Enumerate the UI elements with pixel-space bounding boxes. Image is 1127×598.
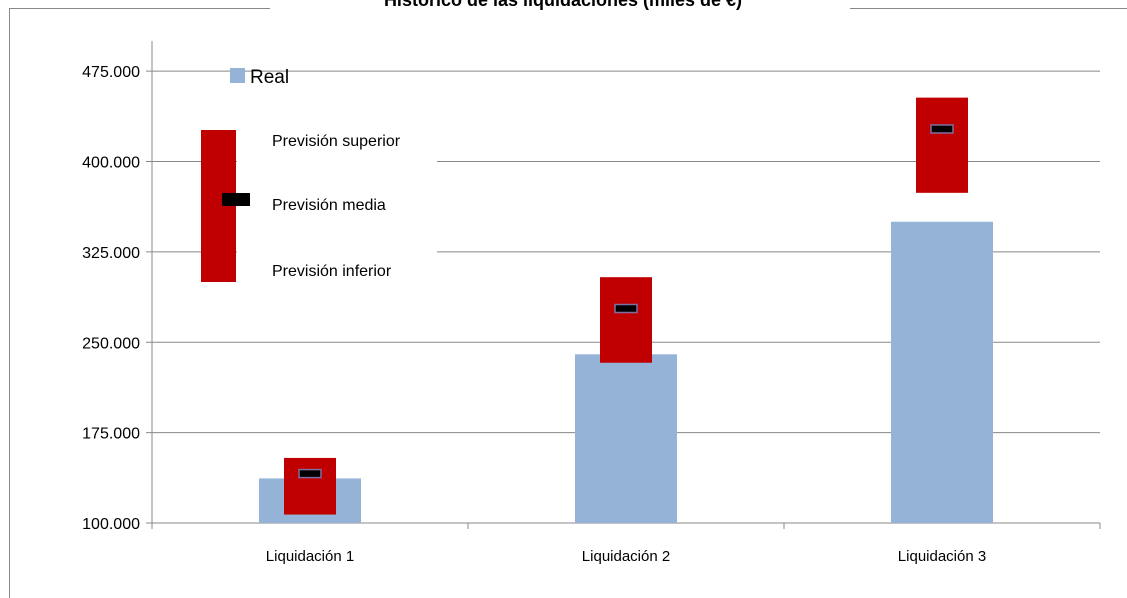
- chart-title: Histórico de las liquidaciones (miles de…: [384, 0, 742, 10]
- y-tick-label: 250.000: [82, 335, 140, 352]
- bar: [891, 221, 993, 523]
- forecast-mean: [298, 468, 322, 479]
- forecast-mean: [930, 124, 954, 134]
- forecast-range: [916, 97, 968, 193]
- bar: [575, 354, 677, 523]
- legend-background: [237, 100, 437, 285]
- forecast-range: [284, 457, 336, 515]
- forecast-range: [600, 277, 652, 363]
- x-tick-label: Liquidación 2: [582, 548, 670, 565]
- y-tick-label: 400.000: [82, 155, 140, 172]
- y-tick-label: 175.000: [82, 426, 140, 443]
- legend-label: Previsión superior: [272, 133, 401, 150]
- y-tick-label: 100.000: [82, 516, 140, 533]
- legend-label: Previsión inferior: [272, 263, 392, 280]
- legend-swatch: [222, 193, 250, 206]
- title-background: [270, 0, 850, 14]
- forecast-mean: [614, 303, 638, 314]
- legend-swatch: [230, 68, 245, 83]
- legend-label: Real: [250, 67, 289, 88]
- y-tick-label: 325.000: [82, 245, 140, 262]
- x-tick-label: Liquidación 3: [898, 548, 986, 565]
- legend-label: Previsión media: [272, 197, 386, 214]
- x-tick-label: Liquidación 1: [266, 548, 354, 565]
- y-tick-label: 475.000: [82, 64, 140, 81]
